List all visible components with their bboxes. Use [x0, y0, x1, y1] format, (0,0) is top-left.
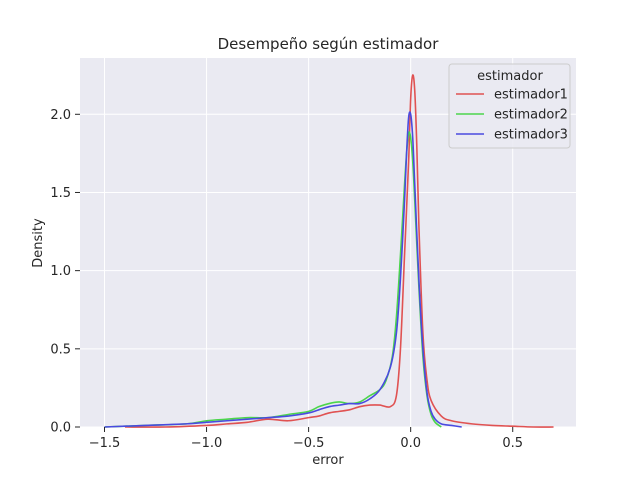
y-tick-label: 1.5: [50, 186, 71, 201]
x-tick-label: 0.5: [502, 436, 523, 451]
series-layer: [104, 74, 554, 428]
y-tick-label: 1.0: [50, 264, 71, 279]
legend-items: estimador1 estimador2 estimador3: [456, 88, 568, 143]
series-line-estimador3: [104, 111, 462, 428]
chart-title: Desempeño según estimador: [218, 35, 440, 53]
legend-frame: [448, 63, 571, 149]
x-tick-label: −0.5: [293, 436, 325, 451]
legend-label-estimador1: estimador1: [494, 88, 568, 103]
y-axis-ticks: 0.0 0.5 1.0 1.5 2.0: [50, 108, 80, 436]
series-line-estimador1: [124, 74, 554, 428]
y-axis-label: Density: [31, 218, 46, 268]
y-tick-label: 0.0: [50, 421, 71, 436]
legend-label-estimador2: estimador2: [494, 108, 568, 123]
x-tick-label: −1.0: [191, 436, 223, 451]
x-axis-ticks: −1.5 −1.0 −0.5 0.0 0.5: [89, 427, 523, 451]
legend-title: estimador: [477, 69, 543, 84]
x-tick-label: −1.5: [89, 436, 121, 451]
y-tick-label: 2.0: [50, 108, 71, 123]
x-axis-label: error: [312, 453, 344, 468]
legend: estimador estimador1 estimador2 estimador3: [448, 63, 571, 149]
legend-label-estimador3: estimador3: [494, 128, 568, 143]
x-tick-label: 0.0: [400, 436, 421, 451]
y-tick-label: 0.5: [50, 342, 71, 357]
